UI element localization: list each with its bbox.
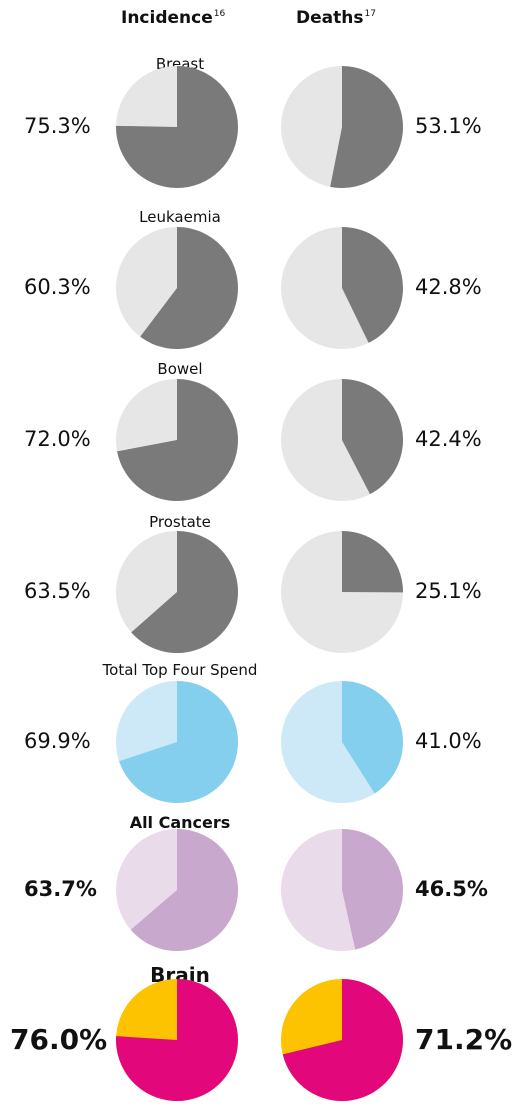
- deaths-footnote-ref: 17: [364, 9, 376, 20]
- total-top-four-spend-incidence-pie: [116, 681, 239, 803]
- leukaemia-deaths-pie-value-slice: [342, 227, 403, 343]
- prostate-deaths-label: 25.1%: [415, 578, 482, 603]
- leukaemia-deaths-label: 42.8%: [415, 274, 482, 299]
- breast-incidence-pie: [115, 66, 238, 188]
- incidence-footnote-ref: 16: [213, 9, 226, 20]
- bowel-deaths-label: 42.4%: [415, 426, 482, 451]
- brain-incidence-pie-value-slice: [115, 979, 238, 1101]
- total-top-four-spend-deaths-pie: [281, 681, 403, 803]
- breast-deaths-pie: [281, 66, 403, 188]
- brain-deaths-pie: [281, 979, 403, 1101]
- total-top-four-spend-title: Total Top Four Spend: [102, 661, 258, 679]
- breast-deaths-pie-value-slice: [330, 66, 403, 188]
- all-cancers-deaths-pie: [281, 829, 403, 951]
- leukaemia-incidence-pie: [116, 227, 238, 349]
- all-cancers-deaths-label: 46.5%: [415, 876, 488, 901]
- bowel-incidence-pie-value-slice: [117, 379, 238, 501]
- brain-deaths-label: 71.2%: [415, 1022, 513, 1056]
- all-cancers-title: All Cancers: [129, 813, 231, 832]
- leukaemia-incidence-pie-value-slice: [140, 227, 238, 349]
- bowel-title: Bowel: [157, 360, 203, 378]
- leukaemia-deaths-pie: [281, 227, 403, 349]
- total-top-four-spend-deaths-pie-value-slice: [342, 681, 403, 794]
- breast-incidence-label: 75.3%: [24, 113, 91, 138]
- deaths-header-label: Deaths: [296, 8, 364, 28]
- total-top-four-spend-incidence-label: 69.9%: [24, 728, 91, 753]
- prostate-incidence-pie: [116, 531, 238, 653]
- brain-deaths-pie-value-slice: [282, 979, 403, 1101]
- total-top-four-spend-incidence-pie-value-slice: [119, 681, 239, 803]
- brain-incidence-pie: [115, 979, 238, 1101]
- breast-incidence-pie-value-slice: [115, 66, 238, 188]
- brain-incidence-label: 76.0%: [10, 1022, 108, 1056]
- incidence-header-label: Incidence: [121, 8, 213, 28]
- all-cancers-incidence-pie-value-slice: [130, 829, 239, 951]
- bowel-deaths-pie-value-slice: [342, 379, 404, 495]
- all-cancers-incidence-label: 63.7%: [24, 876, 97, 901]
- brain-title: Brain: [150, 963, 210, 987]
- leukaemia-title: Leukaemia: [139, 208, 221, 226]
- deaths-header: Deaths17: [296, 8, 376, 28]
- all-cancers-deaths-pie-value-slice: [342, 829, 403, 950]
- prostate-incidence-label: 63.5%: [24, 578, 91, 603]
- prostate-incidence-pie-value-slice: [131, 531, 238, 653]
- prostate-deaths-pie-value-slice: [342, 531, 404, 593]
- bowel-deaths-pie: [281, 379, 404, 501]
- bowel-incidence-pie: [116, 379, 238, 501]
- breast-deaths-label: 53.1%: [415, 113, 482, 138]
- prostate-title: Prostate: [149, 513, 211, 531]
- incidence-header: Incidence16: [121, 8, 225, 28]
- bowel-incidence-label: 72.0%: [24, 426, 91, 451]
- leukaemia-incidence-label: 60.3%: [24, 274, 91, 299]
- prostate-deaths-pie: [281, 531, 404, 653]
- all-cancers-incidence-pie: [116, 829, 239, 951]
- total-top-four-spend-deaths-label: 41.0%: [415, 728, 482, 753]
